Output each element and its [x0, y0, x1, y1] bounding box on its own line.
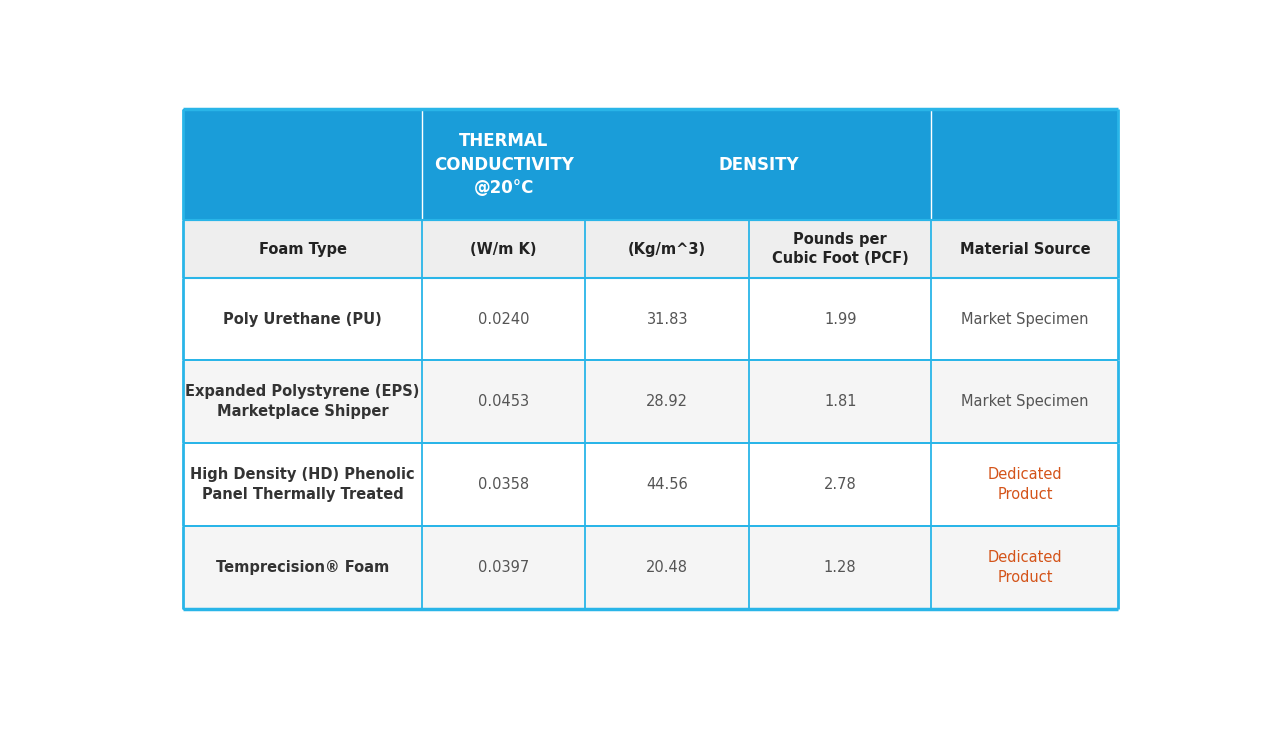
Text: 28.92: 28.92: [646, 394, 688, 410]
Bar: [183, 443, 1119, 526]
Text: Pounds per
Cubic Foot (PCF): Pounds per Cubic Foot (PCF): [772, 232, 908, 266]
Text: 2.78: 2.78: [824, 477, 856, 492]
Text: Dedicated
Product: Dedicated Product: [988, 550, 1062, 585]
Text: Temprecision® Foam: Temprecision® Foam: [216, 560, 389, 575]
Text: Market Specimen: Market Specimen: [961, 394, 1088, 410]
Bar: [183, 278, 1119, 361]
Text: THERMAL
CONDUCTIVITY
@20°C: THERMAL CONDUCTIVITY @20°C: [433, 132, 574, 197]
Text: 0.0240: 0.0240: [478, 312, 530, 326]
Text: 1.99: 1.99: [824, 312, 856, 326]
Text: 44.56: 44.56: [646, 477, 688, 492]
Text: Poly Urethane (PU): Poly Urethane (PU): [224, 312, 382, 326]
Bar: [183, 361, 1119, 443]
Text: (Kg/m^3): (Kg/m^3): [629, 241, 706, 257]
Text: 1.28: 1.28: [824, 560, 856, 575]
Text: 0.0453: 0.0453: [478, 394, 530, 410]
Bar: [183, 526, 1119, 609]
Text: Foam Type: Foam Type: [259, 241, 347, 257]
Bar: [183, 220, 1119, 278]
Bar: [931, 109, 1119, 220]
Text: 31.83: 31.83: [646, 312, 688, 326]
Bar: [422, 109, 585, 220]
Text: DENSITY: DENSITY: [718, 156, 799, 174]
Bar: [183, 109, 422, 220]
Text: 20.48: 20.48: [646, 560, 688, 575]
Text: 0.0358: 0.0358: [478, 477, 530, 492]
Bar: [585, 109, 931, 220]
Text: Expanded Polystyrene (EPS)
Marketplace Shipper: Expanded Polystyrene (EPS) Marketplace S…: [185, 384, 420, 419]
Text: Material Source: Material Source: [960, 241, 1090, 257]
Text: (W/m K): (W/m K): [470, 241, 537, 257]
Text: Dedicated
Product: Dedicated Product: [988, 467, 1062, 502]
Text: High Density (HD) Phenolic
Panel Thermally Treated: High Density (HD) Phenolic Panel Thermal…: [190, 467, 415, 502]
Text: 1.81: 1.81: [824, 394, 856, 410]
Text: 0.0397: 0.0397: [478, 560, 530, 575]
Text: Market Specimen: Market Specimen: [961, 312, 1088, 326]
